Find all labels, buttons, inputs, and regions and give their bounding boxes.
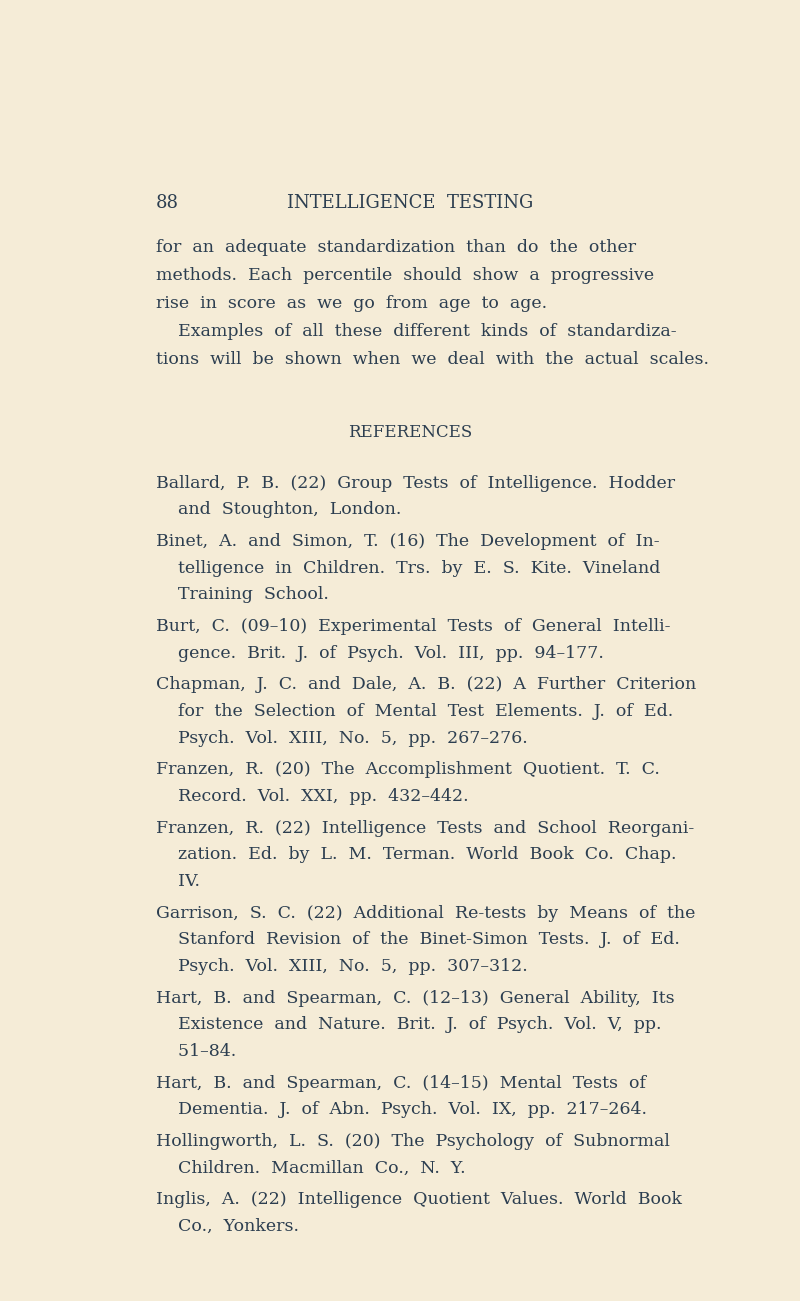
Text: Co.,  Yonkers.: Co., Yonkers. bbox=[156, 1218, 299, 1235]
Text: Stanford  Revision  of  the  Binet-Simon  Tests.  J.  of  Ed.: Stanford Revision of the Binet-Simon Tes… bbox=[156, 932, 680, 948]
Text: Existence  and  Nature.  Brit.  J.  of  Psych.  Vol.  V,  pp.: Existence and Nature. Brit. J. of Psych.… bbox=[156, 1016, 662, 1033]
Text: IV.: IV. bbox=[156, 873, 200, 890]
Text: tions  will  be  shown  when  we  deal  with  the  actual  scales.: tions will be shown when we deal with th… bbox=[156, 351, 709, 368]
Text: Record.  Vol.  XXI,  pp.  432–442.: Record. Vol. XXI, pp. 432–442. bbox=[156, 788, 469, 805]
Text: Inglis,  A.  (22)  Intelligence  Quotient  Values.  World  Book: Inglis, A. (22) Intelligence Quotient Va… bbox=[156, 1192, 682, 1209]
Text: REFERENCES: REFERENCES bbox=[348, 424, 472, 441]
Text: Garrison,  S.  C.  (22)  Additional  Re-tests  by  Means  of  the: Garrison, S. C. (22) Additional Re-tests… bbox=[156, 904, 695, 921]
Text: methods.  Each  percentile  should  show  a  progressive: methods. Each percentile should show a p… bbox=[156, 267, 654, 284]
Text: Training  School.: Training School. bbox=[156, 587, 329, 604]
Text: 88: 88 bbox=[156, 194, 179, 212]
Text: Psych.  Vol.  XIII,  No.  5,  pp.  267–276.: Psych. Vol. XIII, No. 5, pp. 267–276. bbox=[156, 730, 527, 747]
Text: Binet,  A.  and  Simon,  T.  (16)  The  Development  of  In-: Binet, A. and Simon, T. (16) The Develop… bbox=[156, 533, 659, 550]
Text: Examples  of  all  these  different  kinds  of  standardiza-: Examples of all these different kinds of… bbox=[156, 323, 677, 341]
Text: INTELLIGENCE  TESTING: INTELLIGENCE TESTING bbox=[287, 194, 533, 212]
Text: rise  in  score  as  we  go  from  age  to  age.: rise in score as we go from age to age. bbox=[156, 295, 547, 312]
Text: Franzen,  R.  (20)  The  Accomplishment  Quotient.  T.  C.: Franzen, R. (20) The Accomplishment Quot… bbox=[156, 761, 660, 778]
Text: Hollingworth,  L.  S.  (20)  The  Psychology  of  Subnormal: Hollingworth, L. S. (20) The Psychology … bbox=[156, 1133, 670, 1150]
Text: gence.  Brit.  J.  of  Psych.  Vol.  III,  pp.  94–177.: gence. Brit. J. of Psych. Vol. III, pp. … bbox=[156, 644, 604, 662]
Text: 51–84.: 51–84. bbox=[156, 1043, 236, 1060]
Text: Psych.  Vol.  XIII,  No.  5,  pp.  307–312.: Psych. Vol. XIII, No. 5, pp. 307–312. bbox=[156, 958, 527, 974]
Text: Children.  Macmillan  Co.,  N.  Y.: Children. Macmillan Co., N. Y. bbox=[156, 1159, 466, 1176]
Text: Hart,  B.  and  Spearman,  C.  (12–13)  General  Ability,  Its: Hart, B. and Spearman, C. (12–13) Genera… bbox=[156, 990, 674, 1007]
Text: Franzen,  R.  (22)  Intelligence  Tests  and  School  Reorgani-: Franzen, R. (22) Intelligence Tests and … bbox=[156, 820, 694, 837]
Text: telligence  in  Children.  Trs.  by  E.  S.  Kite.  Vineland: telligence in Children. Trs. by E. S. Ki… bbox=[156, 559, 660, 576]
Text: and  Stoughton,  London.: and Stoughton, London. bbox=[156, 501, 401, 518]
Text: Ballard,  P.  B.  (22)  Group  Tests  of  Intelligence.  Hodder: Ballard, P. B. (22) Group Tests of Intel… bbox=[156, 475, 675, 492]
Text: Dementia.  J.  of  Abn.  Psych.  Vol.  IX,  pp.  217–264.: Dementia. J. of Abn. Psych. Vol. IX, pp.… bbox=[156, 1101, 646, 1118]
Text: Chapman,  J.  C.  and  Dale,  A.  B.  (22)  A  Further  Criterion: Chapman, J. C. and Dale, A. B. (22) A Fu… bbox=[156, 677, 696, 693]
Text: for  the  Selection  of  Mental  Test  Elements.  J.  of  Ed.: for the Selection of Mental Test Element… bbox=[156, 703, 673, 719]
Text: Burt,  C.  (09–10)  Experimental  Tests  of  General  Intelli-: Burt, C. (09–10) Experimental Tests of G… bbox=[156, 618, 670, 635]
Text: zation.  Ed.  by  L.  M.  Terman.  World  Book  Co.  Chap.: zation. Ed. by L. M. Terman. World Book … bbox=[156, 847, 676, 864]
Text: for  an  adequate  standardization  than  do  the  other: for an adequate standardization than do … bbox=[156, 239, 636, 256]
Text: Hart,  B.  and  Spearman,  C.  (14–15)  Mental  Tests  of: Hart, B. and Spearman, C. (14–15) Mental… bbox=[156, 1075, 646, 1092]
